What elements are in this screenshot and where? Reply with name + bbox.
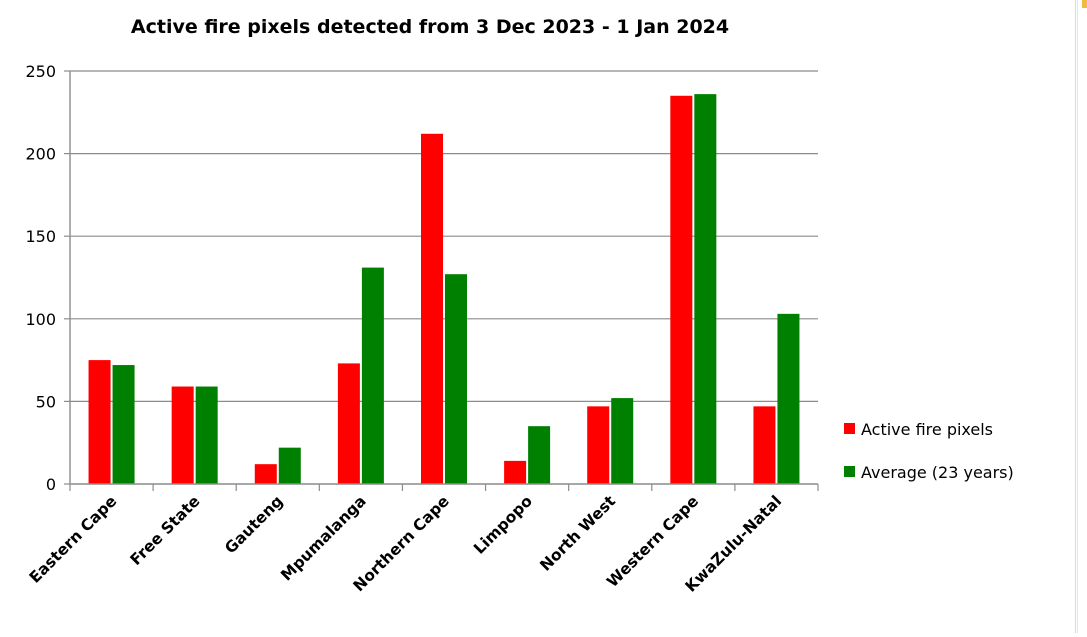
y-axis-ticks: 0 50 100 150 200 250: [25, 62, 70, 494]
legend: Active fire pixels Average (23 years): [844, 420, 1014, 482]
chart-title: Active fire pixels detected from 3 Dec 2…: [131, 16, 729, 38]
bar-active-fire: [88, 360, 111, 484]
bar-average: [195, 386, 218, 484]
legend-label: Average (23 years): [861, 463, 1014, 482]
bar-active-fire: [337, 363, 360, 484]
bar-active-fire: [587, 406, 610, 484]
bar-average: [528, 426, 551, 484]
bar-active-fire: [753, 406, 776, 484]
x-tick-label: Limpopo: [470, 492, 536, 558]
y-tick-label: 0: [46, 475, 56, 494]
bar-average: [611, 398, 634, 484]
y-tick-label: 250: [25, 62, 56, 81]
bar-average: [445, 274, 467, 484]
x-tick-label: Gauteng: [221, 492, 286, 557]
gridlines: [70, 70, 818, 402]
window-edge-margin: [1077, 0, 1087, 633]
bar-active-fire: [254, 464, 277, 484]
bar-average: [361, 267, 384, 484]
bar-average: [694, 94, 717, 485]
y-tick-label: 50: [36, 392, 56, 411]
legend-label: Active fire pixels: [861, 420, 993, 439]
y-tick-label: 100: [25, 310, 56, 329]
bar-average: [777, 313, 800, 484]
bar-active-fire: [504, 460, 527, 484]
x-tick-label: Eastern Cape: [26, 492, 121, 587]
y-tick-label: 150: [25, 227, 56, 246]
bar-active-fire: [421, 133, 443, 484]
legend-swatch: [844, 423, 855, 434]
bar-active-fire: [670, 95, 693, 484]
y-tick-label: 200: [25, 145, 56, 164]
corner-marker: [1082, 0, 1087, 8]
bars: [88, 94, 800, 485]
x-tick-label: North West: [536, 492, 619, 575]
legend-swatch: [844, 466, 855, 477]
bar-average: [112, 365, 135, 484]
window-edge: [1075, 0, 1076, 633]
x-tick-label: Free State: [127, 492, 204, 569]
bar-active-fire: [171, 386, 194, 484]
bar-average: [278, 447, 301, 484]
axes: [69, 71, 818, 485]
x-tick-label: Mpumalanga: [277, 492, 369, 584]
